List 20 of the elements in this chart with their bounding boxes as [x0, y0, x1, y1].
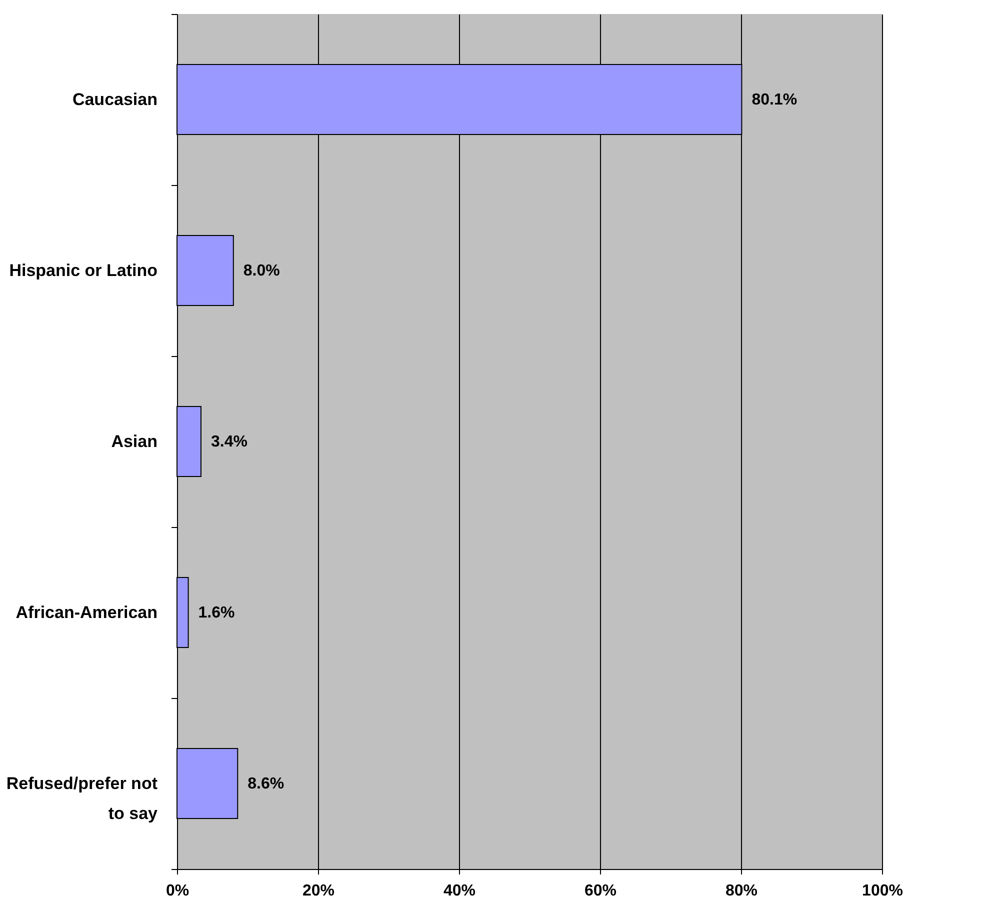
x-tick-label: 80%	[725, 882, 758, 900]
data-label: 1.6%	[198, 604, 235, 622]
x-tick-label: 20%	[302, 882, 335, 900]
y-tick-label: Refused/prefer not to say	[6, 774, 158, 823]
x-tick-label: 0%	[166, 882, 190, 900]
data-label: 8.6%	[248, 776, 284, 792]
data-label: 3.4%	[210, 434, 248, 450]
y-tick-label: Caucasian	[72, 90, 158, 109]
x-tick-label: 60%	[584, 882, 617, 900]
y-tick-label: African-American	[16, 603, 158, 622]
x-tick-label: 100%	[862, 882, 903, 900]
data-label: 8.0%	[243, 262, 280, 280]
bar	[176, 576, 189, 648]
y-tick-label: Asian	[111, 432, 158, 451]
bar	[176, 406, 202, 478]
bar	[176, 748, 238, 820]
data-label: 80.1%	[752, 92, 798, 108]
x-tick-label: 40%	[443, 882, 476, 900]
y-tick-label: Hispanic or Latino	[9, 261, 158, 280]
bar	[176, 234, 234, 306]
